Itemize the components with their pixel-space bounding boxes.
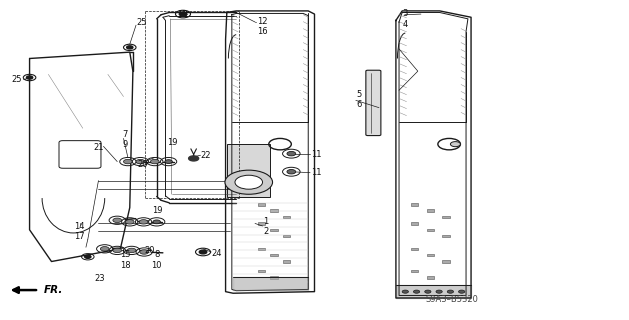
Bar [270,210,277,212]
Circle shape [225,170,272,194]
Circle shape [235,175,262,189]
FancyBboxPatch shape [227,143,270,197]
Bar [426,254,434,256]
Circle shape [153,220,160,224]
Circle shape [165,160,172,164]
Circle shape [113,218,121,222]
Text: 5
6: 5 6 [357,90,362,109]
Circle shape [127,248,136,252]
Circle shape [447,290,454,293]
Text: 15
18: 15 18 [120,250,131,270]
Circle shape [179,12,187,16]
Bar [257,270,265,272]
Bar [442,235,450,237]
Text: 12
16: 12 16 [257,17,267,36]
Circle shape [425,290,431,293]
Circle shape [136,159,145,164]
Bar [282,216,290,218]
Bar [442,216,450,218]
Text: 19: 19 [152,206,162,215]
Bar [442,260,450,263]
Bar [411,248,418,250]
Circle shape [413,290,420,293]
Text: 24: 24 [211,249,221,258]
Text: 23: 23 [94,275,104,284]
Text: 11: 11 [311,150,322,159]
Bar [411,270,418,272]
Bar [257,203,265,206]
Text: 25: 25 [11,75,22,84]
Circle shape [459,290,465,293]
Circle shape [189,156,199,161]
Circle shape [125,220,134,224]
Bar [282,260,290,263]
Text: 22: 22 [201,151,211,160]
Text: 11: 11 [311,168,322,177]
Bar [270,228,277,231]
Text: 7
9: 7 9 [122,130,128,149]
Text: 8
10: 8 10 [152,250,162,270]
Circle shape [85,255,91,258]
Bar [257,222,265,225]
Circle shape [26,76,33,79]
Bar [270,276,277,279]
Text: S9A3–B5320: S9A3–B5320 [426,295,479,304]
Circle shape [123,159,132,164]
Bar [426,228,434,231]
Circle shape [140,250,148,254]
Circle shape [287,151,296,156]
Bar [426,276,434,279]
Circle shape [199,250,207,254]
Text: 19: 19 [167,138,178,147]
Text: FR.: FR. [43,285,63,295]
Circle shape [450,142,460,147]
Circle shape [150,159,159,164]
Bar [426,210,434,212]
Bar [270,254,277,256]
FancyBboxPatch shape [366,70,381,136]
Bar [257,248,265,250]
Bar [411,203,418,206]
Circle shape [101,247,109,251]
Circle shape [139,220,148,224]
Circle shape [436,290,442,293]
Text: 13: 13 [177,10,188,19]
Text: 1
2: 1 2 [263,217,269,236]
Text: 20: 20 [144,246,155,255]
Circle shape [126,46,133,49]
Text: 3
4: 3 4 [403,9,408,28]
Bar [411,222,418,225]
Text: 25: 25 [136,18,147,27]
Circle shape [113,248,121,252]
Circle shape [402,290,408,293]
Text: 20: 20 [137,160,148,169]
Text: 21: 21 [93,143,103,152]
Circle shape [287,170,296,174]
Bar [282,235,290,237]
Text: 14
17: 14 17 [74,222,85,241]
